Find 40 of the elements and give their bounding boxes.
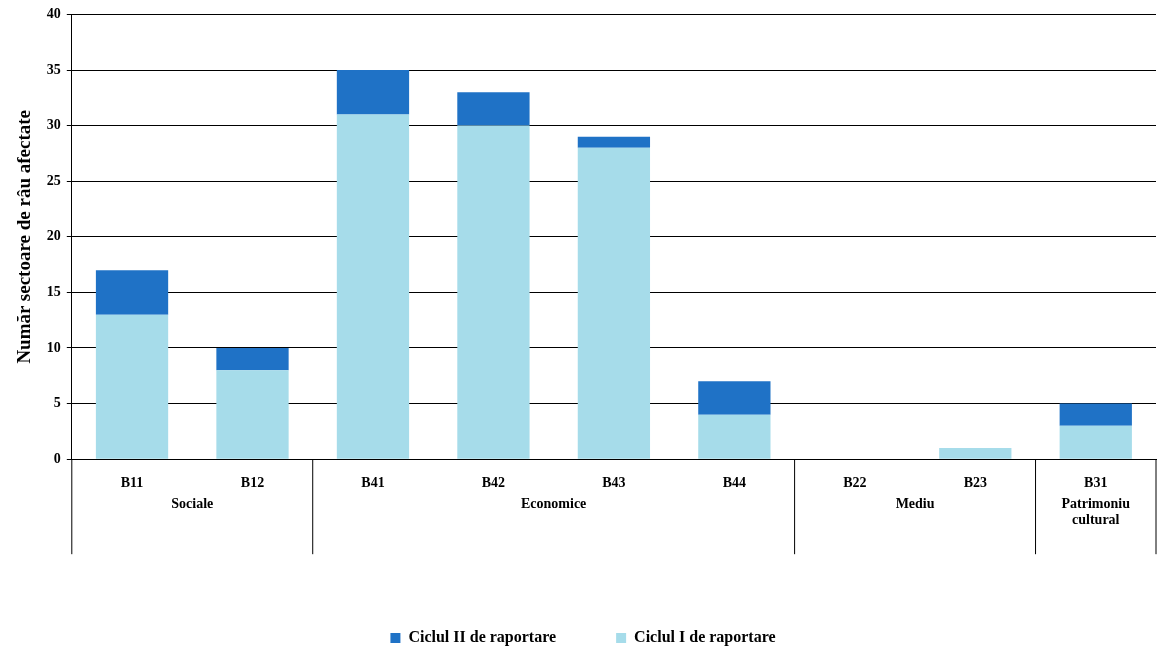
text: Mediu — [895, 495, 935, 511]
x-tick-label: B42 — [481, 475, 506, 491]
bar — [95, 314, 169, 459]
y-tick-label: 30 — [46, 117, 61, 133]
x-tick-label: B22 — [843, 475, 867, 491]
text: Economice — [521, 495, 587, 511]
x-tick-label: B41 — [361, 475, 385, 491]
bar — [939, 448, 1012, 459]
x-tick-label: B23 — [963, 475, 987, 491]
y-tick-label: 25 — [46, 172, 61, 188]
x-tick-label: B11 — [120, 475, 144, 491]
bar — [457, 92, 530, 126]
bar — [577, 147, 651, 459]
legend-label: Ciclul I de raportare — [634, 628, 776, 647]
bar — [457, 125, 530, 459]
y-tick-label: 40 — [46, 6, 61, 22]
y-tick-label: 5 — [53, 395, 61, 411]
x-tick-label: B31 — [1084, 475, 1108, 491]
bar — [1059, 425, 1132, 459]
legend-label: Ciclul II de raportare — [408, 628, 557, 647]
y-tick-label: 35 — [46, 61, 61, 77]
bar — [698, 381, 771, 415]
bar — [216, 348, 289, 371]
bar — [1059, 403, 1132, 426]
bar — [336, 114, 410, 459]
x-tick-label: B43 — [602, 475, 626, 491]
bar — [577, 136, 651, 148]
y-tick-label: 20 — [46, 228, 61, 244]
y-axis-title: Număr sectoare de râu afectate — [13, 110, 35, 364]
y-tick-label: 0 — [53, 450, 61, 466]
bar — [216, 370, 289, 459]
x-tick-label: B12 — [240, 475, 265, 491]
y-tick-label: 10 — [46, 339, 61, 355]
text: Patrimoniu cultural — [1061, 495, 1131, 527]
x-tick-label: B44 — [722, 475, 747, 491]
bar — [95, 270, 169, 315]
bar — [698, 414, 771, 459]
y-tick-label: 15 — [46, 284, 61, 300]
bar — [336, 70, 410, 115]
text: Sociale — [171, 495, 214, 511]
